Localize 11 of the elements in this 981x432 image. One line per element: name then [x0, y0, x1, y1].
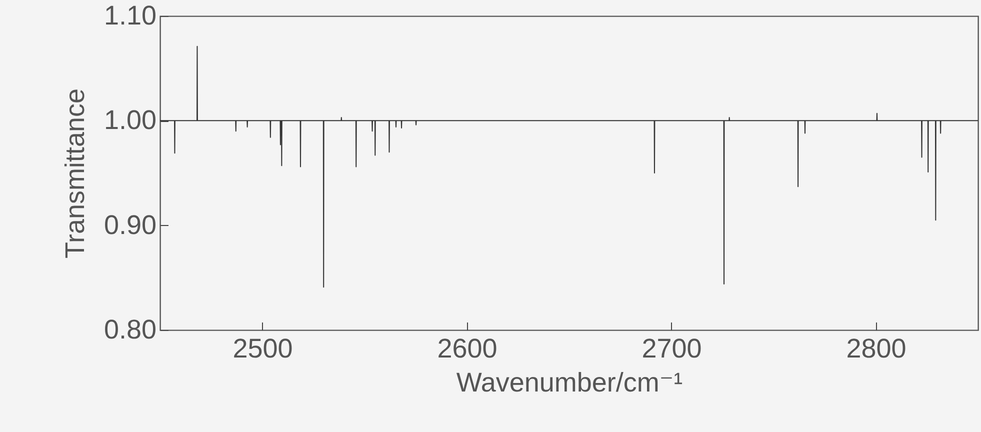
y-tick-label: 1.10	[104, 0, 156, 30]
x-tick-label: 2800	[846, 334, 906, 364]
x-tick-label: 2500	[232, 334, 293, 364]
y-axis-title: Transmittance	[60, 88, 90, 259]
x-tick-label: 2600	[437, 334, 498, 364]
y-tick-label: 0.80	[104, 314, 156, 344]
x-axis-title: Wavenumber/cm⁻¹	[456, 368, 683, 398]
x-tick-label: 2700	[642, 334, 702, 364]
y-tick-label: 0.90	[104, 210, 156, 240]
line-series	[160, 46, 978, 288]
y-tick-label: 1.00	[104, 105, 156, 136]
